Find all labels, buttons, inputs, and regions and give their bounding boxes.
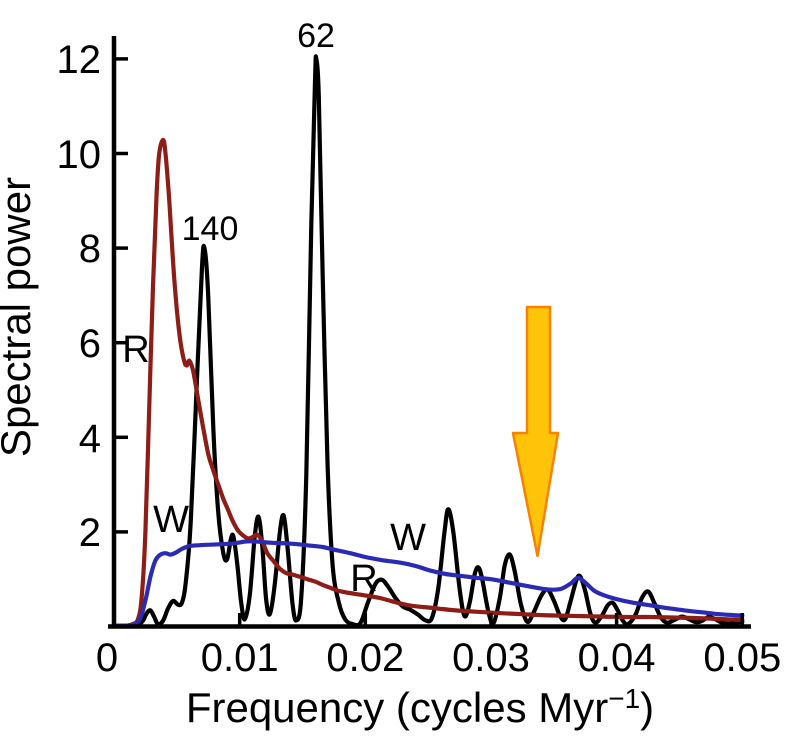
x-tick-label-0.01: 0.01 [201,636,279,680]
x-tick-label-0.02: 0.02 [326,636,404,680]
y-tick-label-8: 8 [79,227,101,271]
curve-w-white-noise [111,539,745,628]
curve-spectrum [111,54,745,628]
x-tick-label-0.03: 0.03 [452,636,530,680]
peak-label-140: 140 [182,210,239,248]
peak-label-62: 62 [297,17,335,55]
curve-label-r-lower: R [350,558,377,600]
x-tick-label-0.05: 0.05 [703,636,781,680]
x-tick-label-0.04: 0.04 [578,636,656,680]
x-axis-title: Frequency (cycles Myr−1) [186,683,654,731]
annotations: 62 140 R W R W [122,17,426,600]
curve-r-red-noise [111,137,745,628]
x-axis-title-main: Frequency (cycles Myr [186,684,608,731]
x-axis: 0 0.01 0.02 0.03 0.04 0.05 Frequency (cy… [96,613,781,731]
x-axis-title-superscript: −1 [608,683,640,714]
x-axis-title-close-paren: ) [640,684,654,731]
y-axis: 2 4 6 8 10 12 Spectral power [0,36,128,628]
y-tick-label-6: 6 [79,322,101,366]
curves [111,54,745,628]
y-tick-label-2: 2 [79,511,101,555]
x-tick-label-0: 0 [96,636,118,680]
curve-label-w-left: W [153,499,189,541]
down-arrow-marker [511,305,560,558]
y-tick-label-10: 10 [57,133,102,177]
y-tick-label-4: 4 [79,417,101,461]
curve-label-r-upper: R [122,329,149,371]
curve-label-w-right: W [390,517,426,559]
y-axis-title: Spectral power [0,177,39,457]
y-tick-label-12: 12 [57,38,102,82]
